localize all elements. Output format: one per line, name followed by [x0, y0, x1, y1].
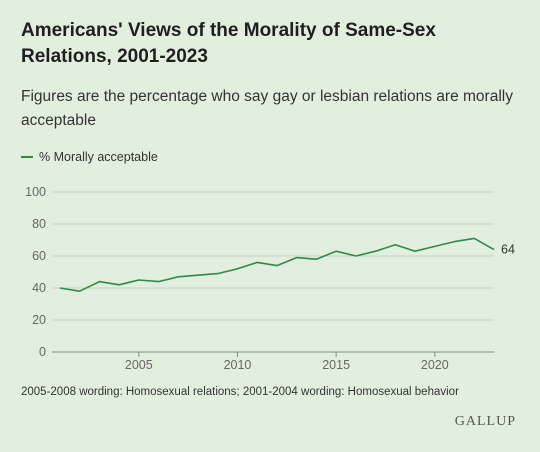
series-group: 64: [59, 237, 515, 293]
x-tick-label: 2010: [224, 358, 252, 372]
y-tick-label: 0: [39, 345, 46, 359]
y-tick-label: 20: [32, 313, 46, 327]
legend-swatch: [21, 156, 33, 158]
x-tick-label: 2020: [421, 358, 449, 372]
y-axis-ticks: 0 20 40 60 80 100: [25, 185, 46, 359]
chart-subtitle: Figures are the percentage who say gay o…: [21, 88, 513, 129]
y-tick-label: 60: [32, 249, 46, 263]
x-tick-label: 2015: [322, 358, 350, 372]
y-tick-label: 80: [32, 217, 46, 231]
y-tick-label: 40: [32, 281, 46, 295]
y-tick-label: 100: [25, 185, 46, 199]
series-line: [59, 237, 495, 293]
x-axis-ticks: 2005 2010 2015 2020: [125, 352, 449, 372]
legend-label: % Morally acceptable: [39, 150, 158, 164]
legend: % Morally acceptable: [21, 150, 158, 164]
x-tick-label: 2005: [125, 358, 153, 372]
gridlines: [52, 191, 494, 353]
gallup-logo: GALLUP: [454, 414, 516, 429]
wording-note: 2005-2008 wording: Homosexual relations;…: [21, 386, 459, 398]
chart-title: Americans' Views of the Morality of Same…: [21, 20, 436, 67]
end-data-label: 64: [501, 243, 515, 257]
